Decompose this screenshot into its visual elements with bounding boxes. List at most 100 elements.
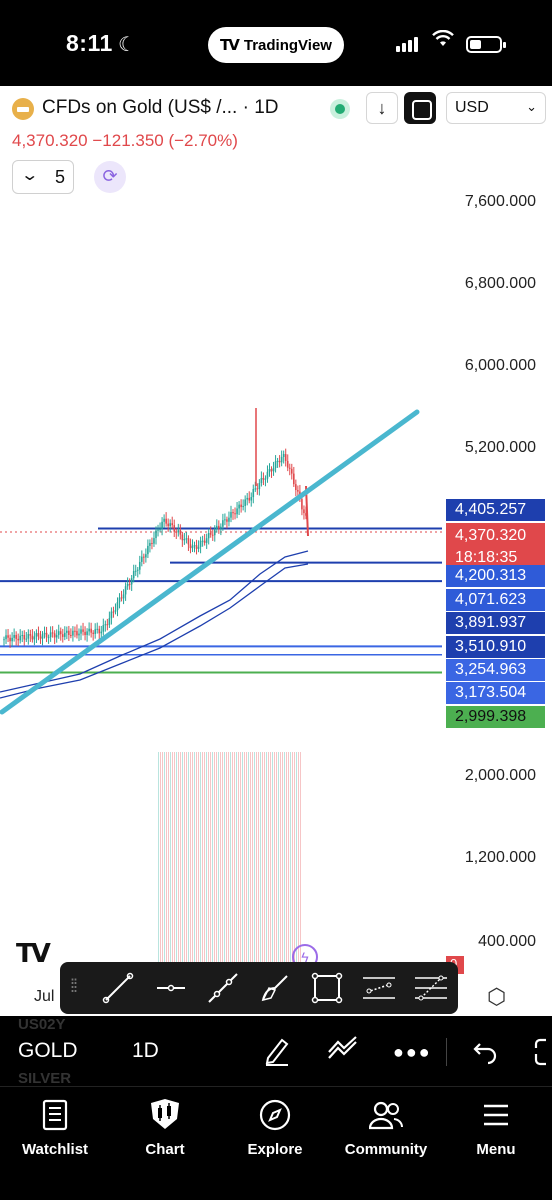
candle-body — [242, 505, 244, 508]
candle-body — [301, 499, 303, 510]
candle-body — [53, 633, 56, 638]
candle-body — [88, 628, 90, 632]
candle-body — [41, 634, 44, 639]
candle-body — [197, 546, 200, 549]
y-axis-label: 2,000.000 — [464, 767, 536, 784]
candle-body — [100, 631, 103, 634]
horizontal-line-icon[interactable] — [153, 970, 189, 1006]
candle-body — [102, 625, 105, 632]
candle-body — [27, 634, 30, 639]
more-icon[interactable]: ●●● — [393, 1042, 432, 1062]
candle-body — [181, 534, 184, 541]
candle-body — [246, 497, 248, 500]
ray-icon[interactable] — [205, 970, 241, 1006]
volume-bar — [176, 752, 177, 970]
candle-body — [305, 513, 307, 516]
candle-body — [128, 583, 131, 585]
gold-symbol-icon — [12, 98, 34, 120]
candle-body — [236, 508, 238, 515]
candle-body — [120, 597, 123, 599]
candle-body — [213, 529, 216, 536]
fullscreen-button[interactable] — [404, 92, 436, 124]
candle-body — [114, 610, 117, 612]
volume-bar — [174, 752, 175, 970]
candle-body — [72, 630, 74, 636]
tradingview-logo-icon: 𝗧𝗩 — [220, 37, 240, 54]
candle-body — [191, 545, 194, 549]
nav-menu[interactable]: Menu — [441, 1095, 551, 1158]
nav-chart[interactable]: Chart — [110, 1095, 220, 1158]
y-axis-label: 400.000 — [478, 933, 536, 950]
candle-body — [161, 521, 163, 530]
candle-body — [195, 545, 198, 549]
rectangle-icon[interactable] — [309, 970, 345, 1006]
price-chart[interactable] — [0, 86, 552, 1016]
candle-body — [266, 471, 269, 479]
nav-community[interactable]: Community — [331, 1095, 441, 1158]
volume-bar — [294, 752, 295, 970]
volume-bar — [242, 752, 243, 970]
volume-bar — [280, 752, 281, 970]
currency-select[interactable]: USD ⌄ — [446, 92, 546, 124]
brush-icon[interactable] — [257, 970, 293, 1006]
nav-watchlist[interactable]: Watchlist — [0, 1095, 110, 1158]
chart-icon — [110, 1095, 220, 1135]
candle-body — [205, 538, 208, 543]
volume-bar — [194, 752, 195, 970]
candle-body — [124, 586, 127, 595]
volume-bar — [180, 752, 181, 970]
chart-settings-icon[interactable]: ⬡ — [487, 984, 507, 1009]
scroll-down-button[interactable]: ↓ — [366, 92, 398, 124]
undo-icon[interactable] — [472, 1034, 498, 1066]
candle-body — [201, 540, 204, 542]
candle-body — [23, 635, 26, 640]
fib-retracement-icon[interactable] — [413, 970, 449, 1006]
candle-body — [258, 482, 261, 490]
candle-body — [55, 635, 58, 638]
volume-bar — [260, 752, 261, 970]
current-symbol[interactable]: GOLD — [18, 1039, 78, 1062]
tradingview-watermark-icon[interactable]: 𝗧𝗩 — [16, 938, 51, 968]
pen-icon[interactable] — [262, 1034, 292, 1066]
candle-body — [288, 467, 291, 469]
next-symbol[interactable]: SILVER — [18, 1070, 72, 1087]
volume-bar — [160, 752, 161, 970]
volume-bar — [272, 752, 273, 970]
candle-body — [226, 519, 228, 522]
chart-panel[interactable]: CFDs on Gold (US$ /... · 1D ↓ USD ⌄ 4,37… — [0, 86, 552, 1016]
menu-icon — [441, 1095, 551, 1135]
candle-body — [218, 525, 220, 529]
trend-line-icon[interactable] — [100, 970, 136, 1006]
price-tag: 3,891.937 — [446, 612, 545, 634]
candle-body — [199, 540, 202, 547]
candle-body — [284, 454, 287, 461]
volume-bar — [270, 752, 271, 970]
candle-body — [15, 634, 17, 639]
nav-explore[interactable]: Explore — [220, 1095, 330, 1158]
redo-icon[interactable] — [534, 1034, 552, 1066]
indicators-icon[interactable] — [326, 1034, 360, 1066]
prev-symbol[interactable]: US02Y — [18, 1016, 66, 1033]
focus-moon-icon: ☾ — [118, 34, 136, 56]
drag-handle-icon[interactable]: ⁞⁞ — [70, 976, 78, 996]
sync-icon[interactable]: ⟳ — [94, 161, 126, 193]
volume-bar — [212, 752, 213, 970]
candle-body — [143, 556, 145, 558]
indicators-toggle[interactable]: ⌄ 5 — [12, 160, 74, 194]
symbol-title[interactable]: CFDs on Gold (US$ /... · 1D — [42, 97, 279, 118]
y-axis-label: 5,200.000 — [464, 439, 536, 456]
timeframe-button[interactable]: 1D — [132, 1039, 159, 1062]
volume-bar — [298, 752, 299, 970]
app-pill[interactable]: 𝗧𝗩 TradingView — [208, 27, 344, 63]
candle-body — [175, 531, 178, 533]
compass-icon — [220, 1095, 330, 1135]
candle-body — [13, 634, 15, 638]
volume-bar — [184, 752, 185, 970]
candle-body — [19, 635, 22, 641]
price-tag: 4,405.257 — [446, 499, 545, 521]
chart-header: CFDs on Gold (US$ /... · 1D ↓ USD ⌄ — [0, 86, 552, 132]
candle-body — [126, 583, 129, 587]
parallel-channel-icon[interactable] — [361, 970, 397, 1006]
volume-bar — [230, 752, 231, 970]
candle-body — [153, 538, 155, 544]
